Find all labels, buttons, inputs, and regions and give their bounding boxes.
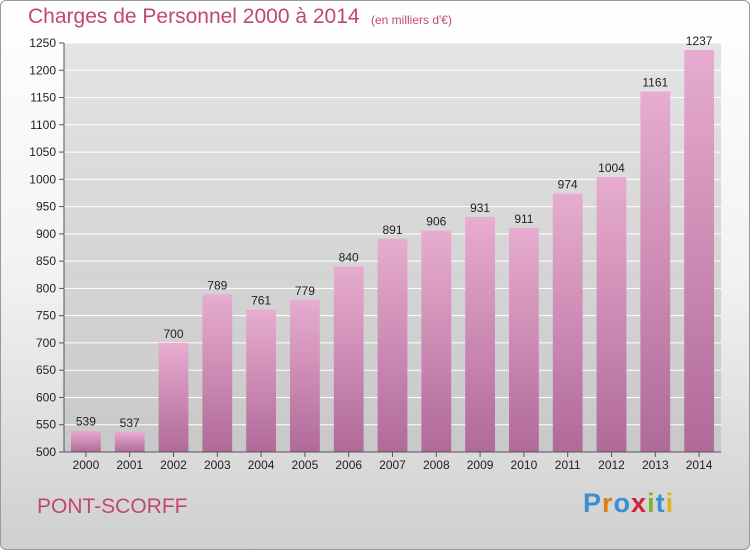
y-tick-label: 950	[36, 200, 56, 214]
x-tick-label-2007: 2007	[379, 458, 406, 472]
x-tick-label-2009: 2009	[467, 458, 494, 472]
value-label-2014: 1237	[686, 34, 713, 48]
logo-letter: t	[655, 488, 666, 518]
y-tick-label: 650	[36, 363, 56, 377]
bar-2008	[421, 230, 452, 452]
logo-letter: x	[631, 488, 648, 518]
x-tick-label-2010: 2010	[511, 458, 538, 472]
value-label-2011: 974	[558, 178, 578, 192]
y-tick-label: 1250	[29, 36, 56, 50]
bar-2012	[596, 177, 627, 453]
x-tick-label-2000: 2000	[73, 458, 100, 472]
value-label-2000: 539	[76, 415, 96, 429]
y-tick-label: 1150	[30, 91, 56, 105]
x-tick-label-2008: 2008	[423, 458, 450, 472]
y-tick-label: 700	[36, 336, 56, 350]
chart-title: Charges de Personnel 2000 à 2014	[28, 5, 360, 28]
value-label-2006: 840	[339, 251, 359, 265]
bar-2000	[71, 430, 101, 452]
y-tick-label: 800	[36, 281, 56, 295]
bar-2001	[114, 431, 145, 452]
y-tick-label: 500	[36, 445, 56, 459]
x-tick-label-2014: 2014	[686, 458, 713, 472]
bar-2011	[552, 193, 583, 452]
bar-2014	[684, 50, 714, 453]
value-label-2009: 931	[470, 201, 490, 215]
logo-letter: r	[602, 488, 614, 518]
y-tick-label: 600	[36, 390, 56, 404]
x-tick-label-2013: 2013	[642, 458, 669, 472]
bar-2005	[290, 299, 320, 452]
y-tick-label: 750	[36, 309, 56, 323]
x-tick-label-2002: 2002	[160, 458, 187, 472]
logo-letter: i	[647, 488, 656, 518]
x-tick-label-2005: 2005	[292, 458, 319, 472]
x-tick-label-2006: 2006	[335, 458, 362, 472]
y-axis: 500 550 600 650 700 750 800 850 900 950 1000 1050 11…	[29, 36, 721, 459]
bar-2006	[333, 266, 364, 452]
value-label-2003: 789	[207, 278, 227, 292]
value-label-2008: 906	[426, 215, 446, 229]
value-label-2002: 700	[163, 327, 183, 341]
y-tick-label: 1100	[30, 118, 56, 132]
value-label-2001: 537	[120, 416, 140, 430]
bar-2003	[202, 294, 233, 452]
y-tick-label: 1050	[29, 145, 56, 159]
logo-letter: o	[613, 488, 632, 518]
value-label-2013: 1161	[642, 76, 668, 90]
value-label-2010: 911	[514, 212, 533, 226]
x-tick-label-2012: 2012	[598, 458, 625, 472]
value-label-2012: 1004	[598, 161, 625, 175]
bar-2013	[640, 91, 671, 452]
town-name: PONT-SCORFF	[37, 495, 188, 518]
value-label-2007: 891	[382, 223, 402, 237]
bar-2002	[158, 342, 189, 452]
logo-letter: P	[583, 488, 603, 518]
bar-2004	[246, 309, 276, 452]
y-tick-label: 550	[36, 418, 56, 432]
x-tick-label-2001: 2001	[116, 458, 143, 472]
chart-subtitle: (en milliers d'€)	[371, 13, 452, 27]
bar-2009	[465, 216, 495, 452]
y-tick-label: 900	[36, 227, 56, 241]
proxiti-logo: Proxiti	[583, 488, 674, 519]
x-tick-label-2003: 2003	[204, 458, 231, 472]
x-tick-label-2004: 2004	[248, 458, 275, 472]
y-tick-label: 1000	[29, 172, 56, 186]
value-label-2005: 779	[295, 284, 315, 298]
bar-2007	[377, 238, 408, 452]
logo-letter: i	[665, 488, 675, 518]
value-label-2004: 761	[251, 294, 271, 308]
x-axis: 2000 2001 2002 2003 2004 2005 2006 2007 2008 2009…	[73, 452, 713, 472]
y-tick-label: 850	[36, 254, 56, 268]
y-tick-label: 1200	[29, 63, 56, 77]
x-tick-label-2011: 2011	[555, 458, 581, 472]
bar-2010	[509, 227, 539, 452]
bars: 539 537 700 789 761 779 840 891 906 931 911 974 1004…	[71, 34, 714, 453]
